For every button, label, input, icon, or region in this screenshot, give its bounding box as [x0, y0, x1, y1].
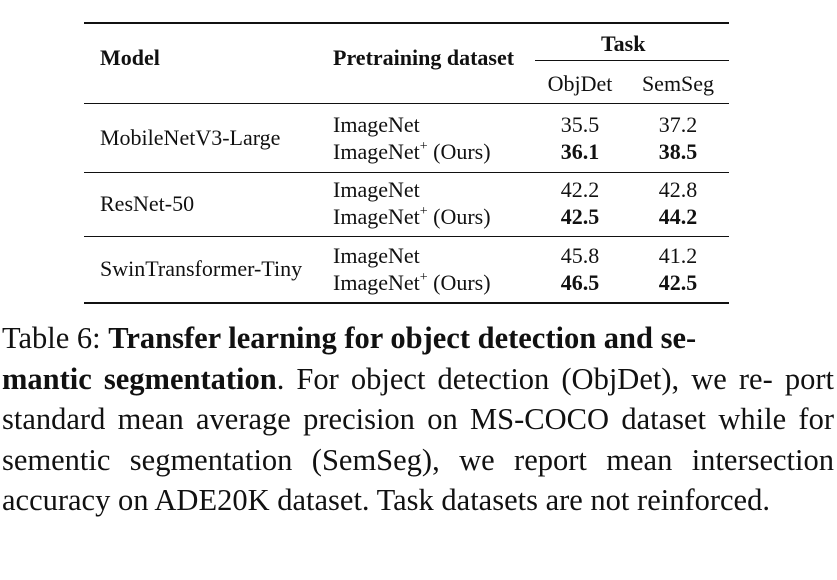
dataset-name: ImageNet [333, 270, 420, 295]
dataset-cell: ImageNet+ (Ours) [333, 270, 491, 296]
header-model: Model [100, 45, 160, 70]
header-semseg: SemSeg [641, 71, 715, 96]
caption-body: port standard mean average precision on … [2, 361, 834, 518]
semseg-value-best: 44.2 [658, 204, 698, 229]
caption-label: Table 6: [2, 321, 101, 355]
caption-body-line1: . For object detection (ObjDet), we re- [276, 361, 773, 396]
dataset-name: ImageNet [333, 177, 420, 202]
ours-suffix: (Ours) [427, 270, 491, 295]
objdet-value-best: 36.1 [560, 139, 600, 164]
dataset-cell: ImageNet+ (Ours) [333, 204, 491, 230]
group-2-rule [84, 236, 729, 237]
table-caption: Table 6: Transfer learning for object de… [2, 318, 834, 521]
table-bottom-rule [84, 302, 729, 304]
semseg-value: 41.2 [658, 243, 698, 268]
dataset-name: ImageNet [333, 204, 420, 229]
table-top-rule [84, 22, 729, 24]
header-task: Task [601, 31, 646, 56]
header-pretraining-dataset: Pretraining dataset [333, 45, 515, 70]
header-objdet: ObjDet [547, 71, 613, 96]
semseg-value-best: 38.5 [658, 139, 698, 164]
dataset-name: ImageNet [333, 112, 420, 137]
objdet-value: 45.8 [560, 243, 600, 268]
ours-suffix: (Ours) [427, 204, 491, 229]
group-1-rule [84, 172, 729, 173]
semseg-value: 42.8 [658, 177, 698, 202]
dataset-cell: ImageNet [333, 177, 420, 203]
objdet-value-best: 46.5 [560, 270, 600, 295]
task-header-rule [535, 60, 729, 61]
objdet-value: 42.2 [560, 177, 600, 202]
semseg-value-best: 42.5 [658, 270, 698, 295]
model-cell: MobileNetV3-Large [100, 125, 281, 150]
dataset-name: ImageNet [333, 243, 420, 268]
dataset-cell: ImageNet [333, 243, 420, 269]
caption-title-line2: mantic segmentation [2, 361, 277, 396]
dataset-cell: ImageNet+ (Ours) [333, 139, 491, 165]
model-cell: ResNet-50 [100, 191, 195, 216]
plus-superscript: + [419, 270, 428, 285]
caption-title-line1: Transfer learning for object detection a… [108, 321, 697, 355]
plus-superscript: + [419, 139, 428, 154]
header-bottom-rule [84, 103, 729, 104]
dataset-name: ImageNet [333, 139, 420, 164]
plus-superscript: + [419, 204, 428, 219]
dataset-cell: ImageNet [333, 112, 420, 138]
ours-suffix: (Ours) [427, 139, 491, 164]
objdet-value: 35.5 [560, 112, 600, 137]
model-cell: SwinTransformer-Tiny [100, 256, 303, 281]
objdet-value-best: 42.5 [560, 204, 600, 229]
semseg-value: 37.2 [658, 112, 698, 137]
